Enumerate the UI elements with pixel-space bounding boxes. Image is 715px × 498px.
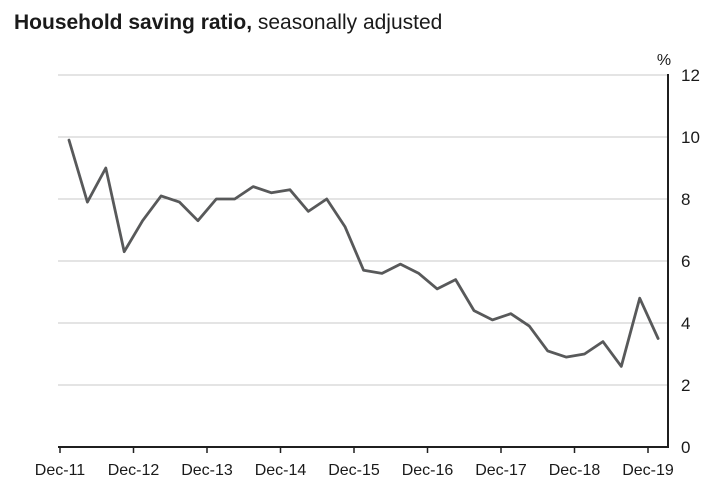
x-tick-label: Dec-19 (622, 462, 674, 479)
x-tick-label: Dec-12 (108, 462, 160, 479)
x-tick-label: Dec-15 (328, 462, 380, 479)
x-tick-label: Dec-16 (402, 462, 454, 479)
x-axis: Dec-11 Dec-12 Dec-13 Dec-14 Dec-15 Dec-16 Dec-… (35, 446, 674, 479)
x-tick-label: Dec-18 (549, 462, 601, 479)
x-tick-label: Dec-14 (255, 462, 307, 479)
y-tick-label: 4 (681, 314, 690, 333)
y-tick-label: 12 (681, 66, 700, 85)
y-tick-label: 2 (681, 376, 690, 395)
chart-title-subtitle: seasonally adjusted (252, 11, 443, 34)
chart-title: Household saving ratio, seasonally adjus… (14, 10, 442, 36)
chart-title-main: Household saving ratio, (14, 11, 253, 34)
y-axis-unit-label: % (657, 52, 671, 69)
x-tick-label: Dec-13 (181, 462, 233, 479)
y-tick-label: 6 (681, 252, 690, 271)
y-axis: 0 2 4 6 8 10 12% (657, 52, 700, 457)
x-tick-label: Dec-17 (475, 462, 527, 479)
y-tick-label: 8 (681, 190, 690, 209)
gridlines (58, 74, 668, 386)
saving-ratio-series-line (67, 138, 660, 368)
y-tick-label: 10 (681, 128, 700, 147)
x-tick-label: Dec-11 (35, 462, 85, 479)
y-tick-label: 0 (681, 438, 690, 457)
